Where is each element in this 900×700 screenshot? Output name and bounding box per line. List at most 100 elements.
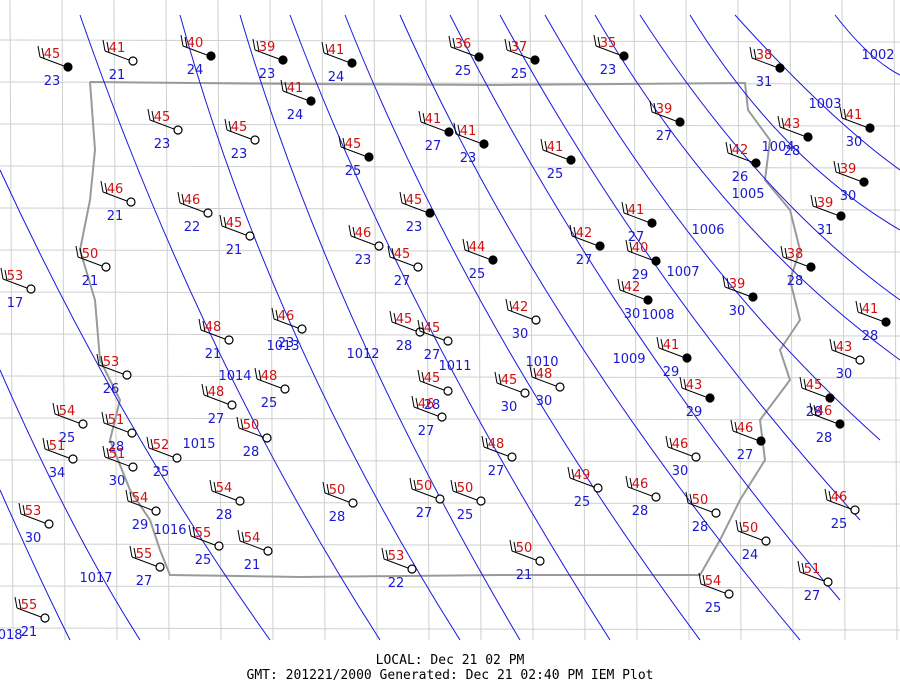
county-line <box>321 0 326 641</box>
wind-barb <box>656 336 660 349</box>
county-line <box>893 0 898 641</box>
wind-barb <box>342 137 346 149</box>
temperature: 39 <box>840 162 857 177</box>
sky-cover <box>40 613 50 623</box>
temperature: 45 <box>231 120 248 135</box>
wind-barb <box>284 81 288 93</box>
temperature: 46 <box>184 193 201 208</box>
sky-cover <box>507 452 517 462</box>
sky-cover <box>306 96 316 106</box>
sky-cover <box>520 388 530 398</box>
wind-barb <box>777 115 781 128</box>
county-line <box>9 0 14 641</box>
wind-barb <box>129 545 133 558</box>
isobar-label: 1003 <box>808 97 841 112</box>
wind-barb <box>505 298 509 311</box>
dewpoint: 27 <box>804 589 821 604</box>
county-line <box>581 0 586 641</box>
wind-barb <box>784 247 788 259</box>
sky-cover <box>250 135 260 145</box>
sky-cover <box>711 508 721 518</box>
dewpoint: 23 <box>259 67 276 82</box>
sky-cover <box>651 256 661 266</box>
dewpoint: 25 <box>574 495 591 510</box>
wind-barb <box>653 102 657 114</box>
wind-barb <box>146 436 150 449</box>
temperature: 43 <box>836 340 853 355</box>
wind-barb <box>494 371 498 384</box>
county-line <box>113 0 118 641</box>
temperature: 46 <box>107 182 124 197</box>
wind-barb <box>322 481 326 494</box>
wind-barb <box>352 226 356 238</box>
temperature: 45 <box>394 247 411 262</box>
temperature: 40 <box>187 36 204 51</box>
wind-barb <box>422 112 426 124</box>
wind-barb <box>252 38 256 51</box>
sky-cover <box>122 370 132 380</box>
dewpoint: 23 <box>406 220 423 235</box>
sky-cover <box>227 400 237 410</box>
dewpoint: 27 <box>208 412 225 427</box>
wind-barb <box>734 421 738 433</box>
wind-barb <box>325 43 329 55</box>
wind-barb <box>209 479 213 492</box>
dewpoint: 27 <box>737 448 754 463</box>
wind-barb <box>833 160 837 173</box>
county-line <box>0 627 900 631</box>
wind-barb <box>205 385 209 397</box>
sky-cover <box>435 494 445 504</box>
county-line <box>373 0 378 641</box>
sky-cover <box>476 496 486 506</box>
isobar <box>0 489 71 641</box>
temperature: 42 <box>512 300 529 315</box>
sky-cover <box>825 393 835 403</box>
dewpoint: 34 <box>49 466 66 481</box>
dewpoint: 30 <box>109 474 126 489</box>
temperature: 41 <box>425 112 442 127</box>
temperature: 45 <box>806 378 823 393</box>
temperature: 53 <box>103 355 120 370</box>
wind-barb <box>254 367 258 380</box>
wind-barb <box>837 162 841 174</box>
dewpoint: 28 <box>216 508 233 523</box>
sky-cover <box>214 541 224 551</box>
isobar <box>0 169 271 641</box>
sky-cover <box>775 63 785 73</box>
wind-barb <box>102 445 106 458</box>
wind-barb <box>621 280 625 292</box>
temperature: 46 <box>355 226 372 241</box>
wind-barb <box>629 241 633 253</box>
wind-barb <box>403 193 407 205</box>
isobar <box>639 14 900 301</box>
dewpoint: 25 <box>153 465 170 480</box>
temperature: 46 <box>418 397 435 412</box>
dewpoint: 30 <box>501 400 518 415</box>
wind-barb <box>828 490 832 502</box>
wind-barb <box>133 547 137 559</box>
dewpoint: 28 <box>243 445 260 460</box>
footer-local: LOCAL: Dec 21 02 PM <box>376 653 525 668</box>
temperature: 41 <box>460 124 477 139</box>
dewpoint: 27 <box>576 253 593 268</box>
wind-barb <box>448 35 452 48</box>
county-line <box>61 0 66 641</box>
wind-barb <box>544 140 548 152</box>
wind-barb <box>42 437 46 450</box>
temperature: 51 <box>49 439 66 454</box>
wind-barb <box>393 312 397 324</box>
dewpoint: 28 <box>787 274 804 289</box>
isobar <box>689 14 900 231</box>
dewpoint: 23 <box>460 151 477 166</box>
county-line <box>685 0 690 641</box>
temperature: 54 <box>216 481 233 496</box>
county-line <box>0 375 900 379</box>
wind-barb <box>597 36 601 48</box>
wind-barb <box>104 182 108 194</box>
wind-barb <box>843 108 847 120</box>
county-line <box>217 0 222 641</box>
sky-cover <box>724 589 734 599</box>
wind-barb <box>569 224 573 237</box>
county-line <box>0 585 900 589</box>
county-line <box>477 0 482 641</box>
